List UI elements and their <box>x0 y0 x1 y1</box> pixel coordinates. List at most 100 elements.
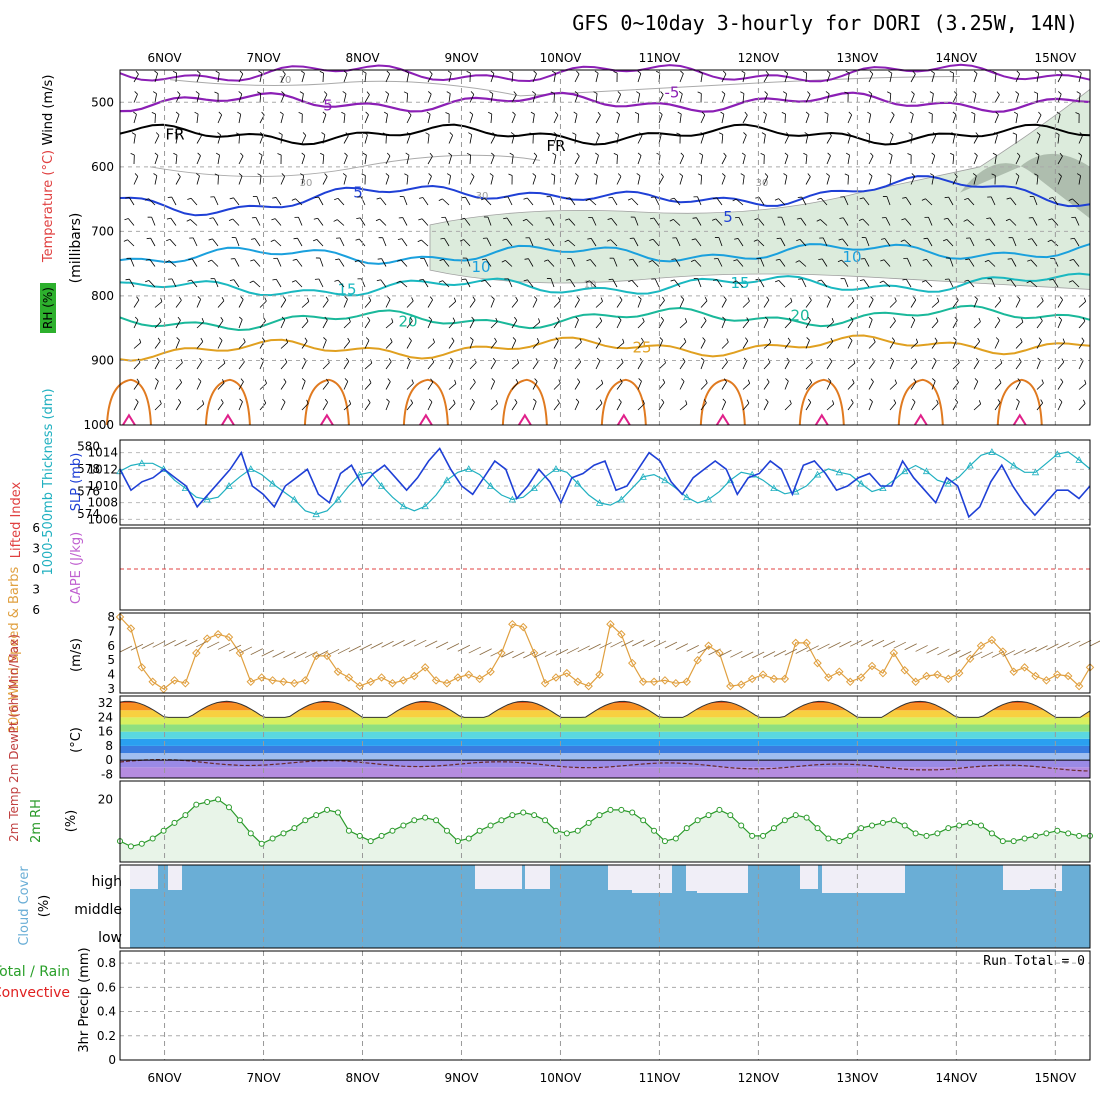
wind-barb-flag <box>509 152 514 156</box>
wind-barb-flag <box>743 132 747 136</box>
wind-barb-flag <box>870 296 874 300</box>
wind-barb-flag <box>375 218 380 222</box>
thickness-point <box>813 470 822 478</box>
wind-barb <box>490 361 496 370</box>
wind-barb-flag <box>532 398 537 402</box>
wind10m-barb <box>294 651 307 659</box>
wind-barb <box>469 134 473 144</box>
wind-barb <box>637 321 645 329</box>
wind-barb <box>511 382 519 390</box>
wind-barb <box>217 402 224 411</box>
wind-barb-flag <box>998 296 1002 301</box>
wind-barb-flag <box>808 296 812 301</box>
wind-barb-flag <box>459 239 464 242</box>
wind-barb-flag <box>943 217 948 220</box>
wind-barb <box>673 197 681 206</box>
wind-barb-flag <box>827 378 832 382</box>
wind-barb <box>994 94 1000 103</box>
wind-barb <box>427 114 431 124</box>
wind-barb <box>133 134 136 144</box>
wind-barb <box>868 401 873 411</box>
wind-barb-flag <box>913 296 917 301</box>
wind-barb <box>280 176 286 185</box>
wind-barb-flag <box>270 239 275 242</box>
wind-barb-flag <box>492 357 496 362</box>
wind-barb <box>427 299 433 308</box>
thickness-point <box>988 448 996 455</box>
wind-barb-flag <box>705 379 708 384</box>
rh2m-point <box>389 827 396 834</box>
cape-label: CAPE (J/kg) <box>69 532 84 604</box>
precip-legend-total: Total / Rain <box>0 964 70 980</box>
wind-barb <box>994 402 1001 411</box>
wind-barb <box>821 279 828 288</box>
wind-barb-flag <box>975 132 979 136</box>
wind-barb <box>385 401 390 411</box>
wind-barb-flag <box>703 399 707 404</box>
wind-barb <box>364 320 371 329</box>
wind-barb-flag <box>613 71 618 74</box>
rh2m-point <box>443 827 450 834</box>
wind-barb-flag <box>146 237 151 240</box>
wind-barb-flag <box>963 219 968 222</box>
wind-barb-flag <box>790 297 793 302</box>
wind-barb-flag <box>733 259 738 262</box>
wind-barb-flag <box>614 132 619 135</box>
wind-barb <box>847 320 854 329</box>
wind-barb <box>301 360 307 370</box>
rh2m-point <box>476 827 483 834</box>
wind10m-barb <box>839 640 852 648</box>
wind-barb <box>196 135 202 144</box>
wind-barb-flag <box>837 259 842 263</box>
rh2m-point <box>792 812 799 819</box>
rh2m-point <box>225 804 232 811</box>
wind-barb-flag <box>995 111 999 116</box>
wind-barb <box>322 340 327 349</box>
thickness-point <box>617 495 626 503</box>
wind-barb-flag <box>957 358 960 363</box>
wind-barb-flag <box>936 399 939 404</box>
wind-barb-flag <box>383 111 388 115</box>
precip-tick: 0.8 <box>97 956 116 970</box>
wind-barb <box>658 114 663 124</box>
wind-barb <box>931 175 935 185</box>
wind-barb-flag <box>429 152 433 157</box>
wind10m-barb <box>871 639 885 647</box>
slp-thickness-panel: 580578576574101410121010100810061000-500… <box>41 388 1091 576</box>
wind-barb <box>742 360 748 370</box>
wind-barb-flag <box>683 337 687 342</box>
wind-barb-flag <box>817 197 822 200</box>
wind10m-barb <box>348 645 362 653</box>
wind-barb <box>952 340 957 349</box>
wind-barb <box>716 279 723 288</box>
wind-barb-flag <box>341 111 346 115</box>
wind-barb <box>801 278 807 288</box>
contour-label: FR <box>546 137 565 155</box>
dewpoint-line <box>119 758 1091 772</box>
wind-barb-flag <box>951 132 956 136</box>
cloud-gap <box>1056 865 1062 891</box>
wind-barb <box>385 299 391 308</box>
wind-barb <box>490 73 495 83</box>
wind-barb <box>700 73 703 83</box>
rh2m-point <box>291 825 298 832</box>
wind-barb-flag <box>449 132 453 136</box>
wind-barb <box>994 382 1002 390</box>
wind-barb <box>679 114 682 124</box>
thickness-point <box>966 461 974 469</box>
wind-barb <box>673 219 681 226</box>
wind-barb-flag <box>697 173 702 176</box>
cloud-gap <box>168 865 182 890</box>
wind-barb-flag <box>367 399 371 403</box>
wind-barb <box>532 401 537 411</box>
wind-barb <box>484 279 492 288</box>
wind-barb <box>679 175 684 185</box>
wind-barb <box>1053 258 1059 267</box>
rh2m-point <box>236 817 243 824</box>
contour-label: 5 <box>353 184 363 202</box>
wind-barb-flag <box>640 337 644 342</box>
rh-label: 30 <box>756 178 769 189</box>
wind10m-barb <box>664 641 678 649</box>
wind10m-barb <box>1013 648 1026 656</box>
rh2m-point <box>215 796 222 803</box>
